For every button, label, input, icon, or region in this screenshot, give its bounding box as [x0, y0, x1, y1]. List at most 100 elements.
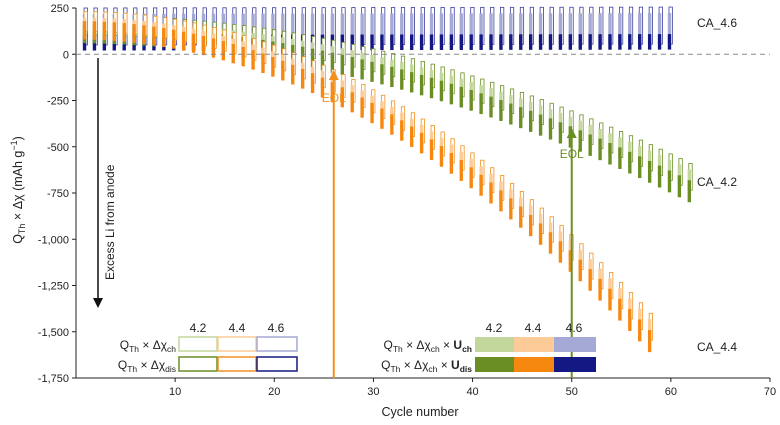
x-tick-label: 50: [566, 386, 578, 398]
ca44-udis-bar-50: [568, 250, 573, 272]
ca42-uch-bar-62: [687, 169, 691, 191]
ca46-uch-bar-40: [469, 13, 473, 45]
ca46-udis-bar-40: [469, 34, 473, 50]
ca46-uch-bar-54: [608, 13, 612, 45]
ca46-uch-bar-20: [271, 13, 275, 45]
ca44-udis-bar-44: [509, 198, 513, 220]
legend-right-header-46: 4.6: [566, 321, 583, 335]
ca44-udis-bar-48: [548, 232, 553, 254]
ca42-udis-bar-24: [310, 48, 315, 69]
legend-swatch-dis-44: [217, 356, 257, 372]
ca42-udis-bar-32: [390, 66, 394, 88]
ca46-uch-bar-27: [340, 13, 344, 45]
ca42-udis-bar-55: [618, 147, 622, 169]
ca42-uch-bar-58: [647, 150, 652, 171]
ca42-udis-bar-28: [350, 57, 354, 78]
ca42-udis-bar-44: [509, 103, 513, 125]
eol-42-label: EOL: [560, 147, 584, 161]
ca42-udis-bar-51: [578, 130, 582, 152]
ca42-udis-bar-31: [380, 64, 384, 85]
y-tick-label: 250: [51, 3, 69, 15]
ticks-layer: 250 0 -250 -500 -750 -1,000 -1,250 -1,500 -1,750…: [38, 3, 776, 398]
ca44-udis-bar-6: [132, 24, 136, 43]
ca46-udis-bar-38: [449, 34, 454, 50]
excess-li-annotation: Excess Li from anode: [93, 58, 117, 308]
ca44-udis-bar-14: [211, 38, 216, 58]
ca44-udis-bar-58: [647, 330, 652, 353]
ca44-udis-bar-51: [578, 259, 582, 282]
ca44-udis-bar-28: [350, 92, 354, 113]
ca46-uch-bar-35: [419, 13, 424, 45]
ca42-udis-bar-45: [519, 107, 523, 129]
ca46-udis-bar-53: [598, 34, 602, 50]
ca42-udis-bar-39: [459, 86, 463, 108]
ca46-uch-bar-30: [370, 13, 374, 45]
ca44-udis-bar-1: [82, 21, 87, 40]
ca46-uch-bar-58: [647, 13, 652, 45]
ca42-udis-bar-60: [667, 170, 672, 193]
ca44-udis-bar-26: [330, 82, 335, 103]
ca44-udis-bar-49: [558, 241, 563, 263]
ca44-udis-bar-12: [191, 33, 196, 53]
ca46-uch-bar-26: [330, 13, 335, 45]
ca42-udis-bar-40: [469, 90, 473, 111]
ca46-udis-bar-35: [419, 34, 424, 51]
ca44-uch-bar-52: [588, 259, 592, 280]
ca42-uch-bar-56: [628, 141, 632, 162]
ca46-udis-bar-33: [400, 34, 404, 51]
ca42-udis-bar-47: [538, 114, 543, 136]
legend-swatch-uch-42: [475, 337, 514, 352]
x-tick-label: 70: [764, 386, 776, 398]
ca42-udis-bar-54: [608, 142, 612, 165]
eol-42-arrowhead: [566, 128, 577, 138]
legend-swatch-uch-46: [554, 337, 596, 352]
ca44-udis-bar-53: [598, 278, 602, 301]
legend-swatch-ch-44: [217, 336, 257, 352]
ca46-uch-bar-41: [479, 13, 483, 45]
ca46-uch-bar-22: [291, 13, 295, 45]
ca46-uch-bar-34: [410, 13, 414, 45]
ca46-udis-bar-36: [429, 34, 434, 51]
legend-swatch-udis-42: [475, 357, 514, 372]
ca46-uch-bar-31: [380, 13, 384, 45]
ca46-uch-bar-33: [400, 13, 404, 45]
bars-layer: [82, 6, 693, 353]
ca42-udis-bar-26: [330, 52, 335, 73]
ca46-uch-bar-44: [509, 13, 513, 45]
ca46-uch-bar-36: [429, 13, 434, 45]
ca44-udis-bar-46: [528, 214, 533, 237]
ca46-uch-bar-46: [528, 13, 533, 45]
ca46-udis-bar-29: [360, 34, 364, 51]
ca46-udis-bar-51: [578, 34, 582, 50]
curve-label-ca44: CA_4.4: [697, 340, 737, 354]
ca46-uch-bar-53: [598, 13, 602, 45]
ca46-uch-bar-51: [578, 13, 582, 45]
ca42-udis-bar-43: [499, 100, 503, 121]
ca42-udis-bar-58: [647, 160, 652, 183]
ca46-udis-bar-28: [350, 34, 354, 51]
ca46-uch-bar-29: [360, 13, 364, 45]
legend-right-header-44: 4.4: [525, 321, 542, 335]
ca44-udis-bar-27: [340, 87, 344, 108]
ca44-udis-bar-13: [201, 36, 206, 56]
ca44-udis-bar-45: [519, 206, 523, 228]
ca46-uch-bar-57: [638, 13, 642, 45]
ca44-udis-bar-8: [152, 26, 156, 46]
x-tick-label: 30: [367, 386, 379, 398]
legend-swatch-ch-46: [256, 336, 298, 352]
ca44-udis-bar-34: [410, 126, 414, 147]
ca44-udis-bar-32: [390, 114, 394, 135]
legend-left-header-42: 4.2: [190, 321, 207, 335]
ca46-udis-bar-30: [370, 34, 374, 51]
ca44-udis-bar-29: [360, 97, 364, 118]
ca46-uch-bar-25: [320, 13, 325, 45]
ca44-udis-bar-33: [400, 120, 404, 141]
ca44-udis-bar-19: [261, 53, 265, 74]
ca46-udis-bar-43: [499, 34, 503, 50]
x-tick-label: 10: [169, 386, 181, 398]
ca42-uch-bar-59: [657, 155, 662, 176]
ca44-udis-bar-41: [479, 174, 483, 196]
legend-swatch-dis-46: [256, 356, 298, 372]
ca44-udis-bar-24: [310, 73, 315, 94]
ca42-udis-bar-42: [489, 96, 493, 118]
